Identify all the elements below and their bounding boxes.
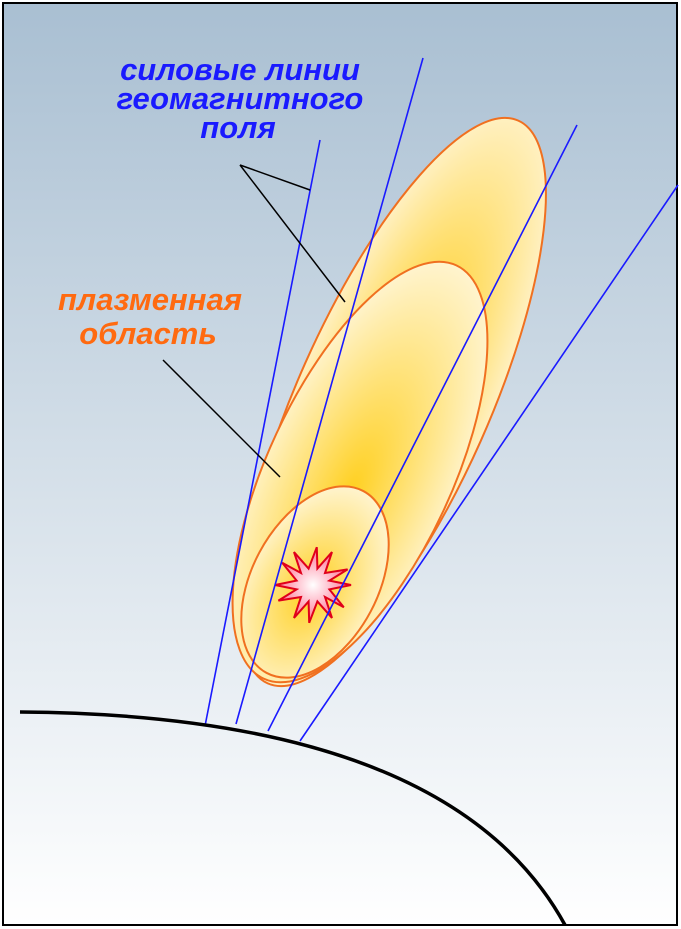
- plasma-label: плазменная область: [58, 282, 242, 351]
- label-line: плазменная: [58, 282, 242, 317]
- diagram: силовые линии геомагнитного поля плазмен…: [0, 0, 681, 929]
- label-line: область: [79, 316, 216, 351]
- label-line: поля: [200, 110, 275, 145]
- page: {"field_label": {"lines": ["силовые лини…: [0, 0, 681, 929]
